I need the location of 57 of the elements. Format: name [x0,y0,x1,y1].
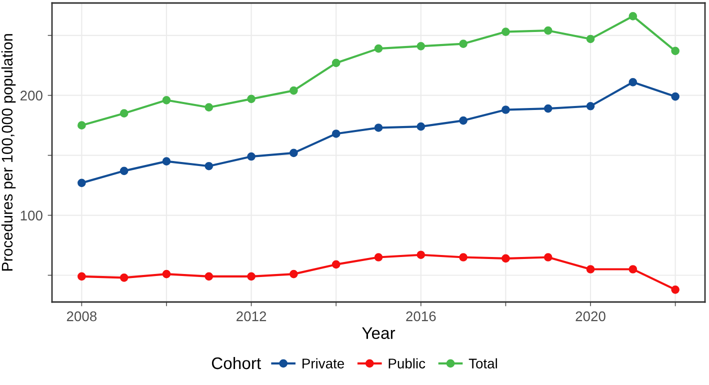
point [120,109,128,118]
y-tick-label: 100 [20,210,42,220]
point [586,34,595,44]
point [120,273,128,282]
point [586,102,595,110]
point [78,178,86,188]
point [628,78,638,86]
point [628,265,638,274]
point [290,148,298,158]
legend-label: Public [388,358,426,368]
point [247,152,256,161]
x-tick-label: 2016 [406,311,436,322]
point [502,106,510,114]
point [416,250,426,260]
point [120,166,128,176]
point [162,157,171,166]
x-axis-title: Year [362,327,396,339]
point [332,260,340,269]
point [544,26,552,35]
point [671,285,680,294]
point [204,103,214,112]
point [247,272,256,281]
point [162,270,171,278]
x-tick-label: 2012 [236,311,266,322]
point [374,253,383,262]
x-tick-label: 2008 [66,311,97,322]
point [374,44,383,53]
point [162,96,171,104]
point [671,92,680,101]
point [332,58,340,68]
point [544,253,552,262]
point [332,130,340,138]
legend-label: Total [468,358,497,368]
point [416,122,426,131]
point [416,42,426,50]
point [78,272,86,281]
point [290,86,298,95]
point [459,40,468,48]
point [204,162,214,170]
point [459,253,468,262]
x-tick-label: 2020 [576,311,606,322]
point [628,12,638,20]
point [502,28,510,36]
point [459,116,468,125]
point [586,265,595,274]
point [78,121,86,130]
y-tick-label: 200 [20,90,42,101]
legend-label: Private [302,358,344,368]
point [204,272,214,281]
point [502,254,510,263]
point [544,104,552,113]
legend-title: Cohort [212,356,262,370]
point [671,46,680,56]
point [247,94,256,104]
point [374,124,383,132]
point [290,270,298,278]
y-axis-title: Procedures per 100,000 population [1,34,16,271]
